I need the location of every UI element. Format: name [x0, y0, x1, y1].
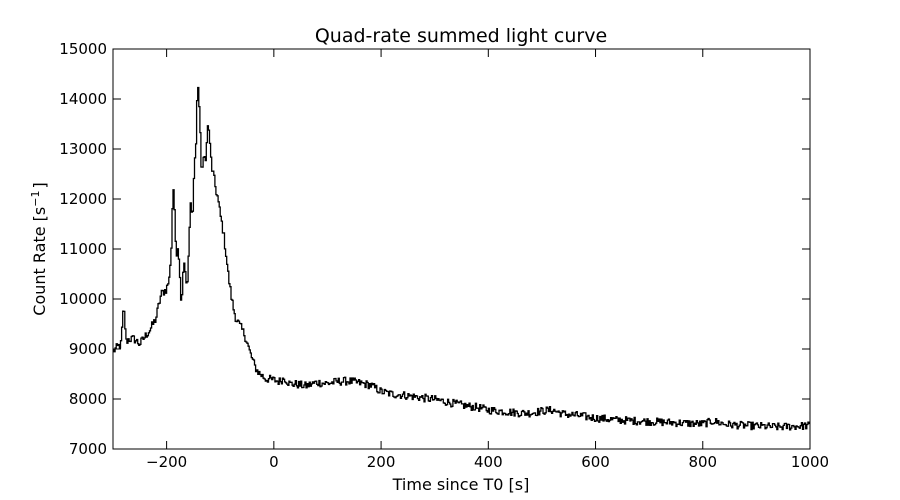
x-tick-label: 800	[688, 453, 717, 471]
x-tick-label: 1000	[791, 453, 829, 471]
plot-area	[112, 48, 811, 450]
y-axis-label-sup: −1	[29, 191, 42, 207]
y-tick-label: 9000	[69, 340, 107, 358]
x-tick-label: 0	[269, 453, 279, 471]
y-tick-label: 11000	[59, 240, 107, 258]
y-axis-label-end: ]	[30, 182, 49, 188]
y-tick-label: 12000	[59, 190, 107, 208]
chart-title: Quad-rate summed light curve	[315, 25, 607, 47]
y-tick-label: 13000	[59, 140, 107, 158]
plot-frame	[112, 48, 811, 450]
x-tick-label: 600	[581, 453, 610, 471]
light-curve-series	[113, 86, 810, 431]
y-tick-label: 10000	[59, 290, 107, 308]
x-tick-label: −200	[146, 453, 187, 471]
y-axis-label-main: Count Rate [s	[30, 207, 49, 316]
y-tick-label: 8000	[69, 390, 107, 408]
x-tick-label: 400	[474, 453, 503, 471]
y-axis: 7000 8000 9000 10000 11000 12000 13000 14000 150…	[59, 40, 810, 458]
y-tick-label: 14000	[59, 90, 107, 108]
x-axis: −200 0 200 400 600 800 1000	[146, 49, 829, 471]
y-axis-label: Count Rate [s−1]	[29, 182, 49, 315]
x-tick-label: 200	[367, 453, 396, 471]
x-axis-label: Time since T0 [s]	[392, 475, 530, 494]
y-tick-label: 7000	[69, 440, 107, 458]
y-tick-label: 15000	[59, 40, 107, 58]
